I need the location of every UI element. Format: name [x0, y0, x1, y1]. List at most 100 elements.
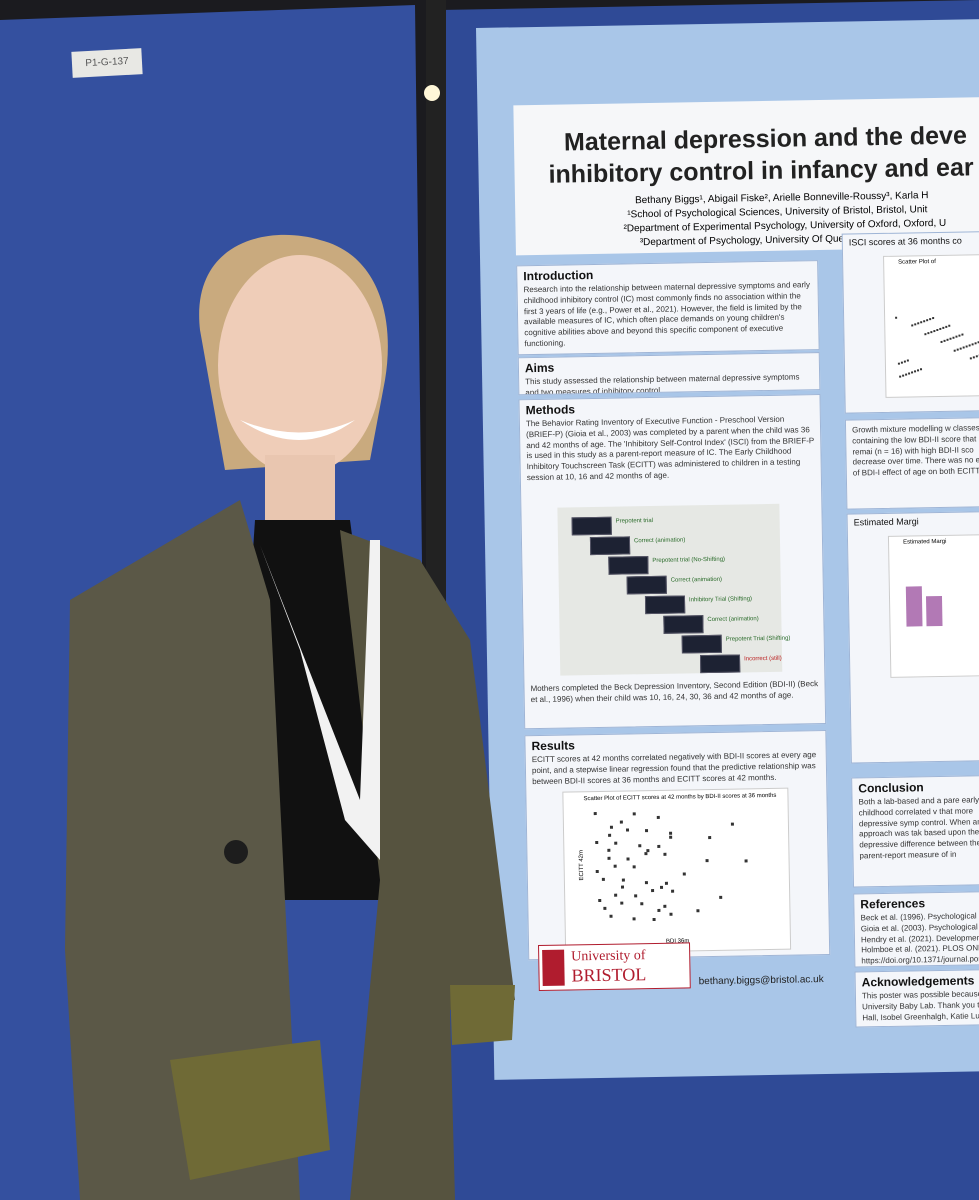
- plot-point: [660, 885, 664, 889]
- plot-point: [663, 852, 667, 856]
- plot-point: [975, 355, 978, 358]
- plot-point: [651, 889, 655, 893]
- plot-point: [626, 857, 630, 861]
- plot-point: [911, 371, 914, 374]
- plot-point: [632, 812, 636, 816]
- plot-point: [945, 325, 948, 328]
- section-heading: Acknowledgements: [861, 973, 975, 990]
- plot-point: [914, 323, 917, 326]
- plot-point: [940, 340, 943, 343]
- figure-label: Incorrect (still): [744, 655, 782, 663]
- plot-point: [953, 349, 956, 352]
- plot-point: [682, 872, 686, 876]
- plot-point: [914, 370, 917, 373]
- chart-title: Estimated Margi: [902, 538, 947, 546]
- section: Introduction Research into the relationsh…: [516, 260, 820, 356]
- task-screen: [608, 556, 649, 575]
- section-text: This poster was possible because of th U…: [861, 989, 979, 1023]
- plot-point: [705, 859, 709, 863]
- plot-point: [595, 869, 599, 874]
- section: Aims This study assessed the relationship…: [517, 352, 821, 396]
- plot-point: [974, 342, 977, 345]
- plot-point: [929, 318, 932, 321]
- section-text: Both a lab-based and a pare early childh…: [858, 795, 979, 861]
- section-text: Beck et al. (1996). Psychological as Gio…: [860, 911, 979, 967]
- plot-point: [669, 835, 673, 839]
- plot-point: [669, 912, 673, 916]
- plot-point: [946, 338, 949, 341]
- plot-point: [948, 324, 951, 327]
- plot-point: [594, 840, 598, 845]
- plot-point: [897, 362, 900, 365]
- results-plot: Scatter Plot of ECITT scores at 42 month…: [562, 787, 792, 954]
- plot-point: [652, 918, 656, 922]
- plot-point: [942, 326, 945, 329]
- logo-text: BRISTOL: [571, 964, 647, 986]
- figure-label: Prepotent Trial (Shifting): [725, 635, 791, 643]
- plot-point: [920, 368, 923, 371]
- plot-point: [961, 333, 964, 336]
- plot-point: [593, 812, 597, 816]
- plot-point: [608, 914, 613, 918]
- task-screen: [571, 516, 612, 536]
- plot-point: [625, 828, 629, 832]
- section-text: This study assessed the relationship bet…: [525, 372, 800, 396]
- title-line: Maternal depression and the deve: [563, 121, 968, 157]
- plot-point: [664, 881, 668, 885]
- plot-point: [972, 356, 975, 359]
- figure-label: Prepotent trial (No-Shifting): [652, 556, 726, 565]
- task-screen: [699, 654, 741, 674]
- plot-point: [968, 344, 971, 347]
- plot-point: [730, 822, 734, 826]
- plot-point: [644, 881, 648, 885]
- plot-point: [668, 831, 672, 835]
- booth-label: P1-G-137: [71, 48, 143, 78]
- authors: Bethany Biggs¹, Abigail Fiske², Arielle …: [634, 190, 929, 207]
- figure-label: Correct (animation): [707, 616, 759, 624]
- plot-point: [965, 345, 968, 348]
- section: Methods The Behavior Rating Inventory of …: [518, 394, 827, 730]
- plot-point: [900, 361, 903, 364]
- plot-point: [608, 833, 612, 837]
- plot-point: [908, 372, 911, 375]
- plot-point: [926, 319, 929, 322]
- chart-title: Scatter Plot of: [898, 259, 936, 266]
- plot-point: [899, 375, 902, 378]
- plot-point: [614, 841, 618, 845]
- plot-point: [643, 852, 647, 856]
- plot-point: [969, 357, 972, 360]
- logo-crest: [542, 949, 565, 986]
- plot-point: [620, 901, 624, 905]
- plot-point: [923, 320, 926, 323]
- plot-point: [930, 331, 933, 334]
- logo: University of BRISTOL: [538, 942, 691, 992]
- plot-point: [708, 836, 712, 840]
- section: Conclusion Both a lab-based and a pare ea…: [851, 774, 979, 888]
- plot-point: [598, 898, 602, 902]
- plot-point: [895, 316, 898, 319]
- chart-bar: [925, 595, 943, 627]
- plot-point: [637, 844, 641, 848]
- figure-label: Correct (animation): [670, 576, 723, 584]
- plot-point: [917, 369, 920, 372]
- section: Estimated Margi Estimated Margi: [846, 510, 979, 764]
- plot-point: [924, 333, 927, 336]
- plot-point: [932, 317, 935, 320]
- plot-title: Scatter Plot of ECITT scores at 42 month…: [583, 792, 777, 803]
- plot-point: [917, 322, 920, 325]
- plot-point: [936, 328, 939, 332]
- logo-text: University of: [571, 948, 646, 965]
- plot-point: [646, 849, 650, 853]
- section-text: ECITT scores at 42 months correlated neg…: [531, 750, 817, 786]
- section-heading: Conclusion: [858, 780, 924, 796]
- plot-point: [956, 348, 959, 351]
- plot-point: [927, 332, 930, 335]
- plot-point: [663, 904, 667, 908]
- section: ISCI scores at 36 months co Scatter Plot …: [841, 230, 979, 414]
- plot-point: [920, 321, 923, 324]
- section-heading: Estimated Margi: [853, 516, 919, 528]
- plot-point: [670, 889, 674, 893]
- chart-panel: Scatter Plot of: [883, 253, 979, 398]
- plot-point: [744, 859, 748, 863]
- plot-point: [607, 848, 611, 852]
